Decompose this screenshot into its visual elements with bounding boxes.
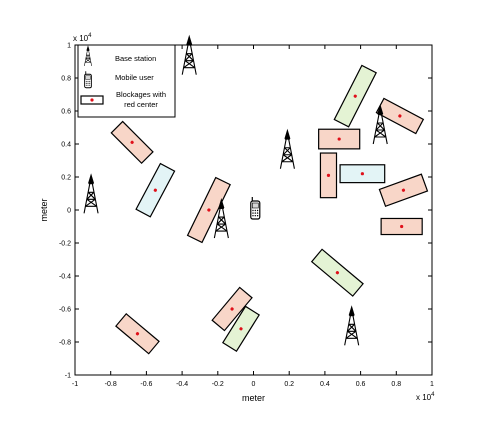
- blockage: [319, 152, 338, 199]
- legend-blockage-center: [90, 98, 94, 102]
- mobile-user-layer: [250, 197, 261, 220]
- y-tick-label: 0: [67, 208, 71, 215]
- base-station-icon: [344, 305, 360, 346]
- x-tick-label: 0.8: [391, 381, 401, 388]
- y-tick-label: -0.2: [59, 241, 71, 248]
- x-tick-label: -1: [72, 381, 78, 388]
- x-tick-label: 0.6: [356, 381, 366, 388]
- blockage-center: [398, 114, 402, 118]
- x-tick-label: 1: [430, 381, 434, 388]
- blockages-layer: [110, 64, 429, 355]
- x-tick-label: -0.6: [140, 381, 152, 388]
- blockage: [222, 305, 260, 353]
- x-tick-label: -0.8: [105, 381, 117, 388]
- legend-base-station-icon: [84, 45, 92, 67]
- blockage-center: [230, 307, 234, 311]
- blockage-center: [239, 327, 243, 331]
- blockage-center: [401, 188, 406, 192]
- legend-label-mobile-user: Mobile user: [115, 73, 154, 82]
- x-axis-exponent: x 104: [416, 392, 435, 402]
- y-axis-label: meter: [39, 198, 49, 221]
- blockage: [211, 286, 253, 332]
- base-station-icon: [279, 128, 295, 169]
- blockage-center: [360, 172, 364, 176]
- blockage-center: [335, 271, 339, 275]
- blockage: [186, 176, 231, 244]
- blockage-center: [353, 94, 357, 98]
- y-tick-label: -0.6: [59, 307, 71, 314]
- x-tick-label: 0.2: [284, 381, 294, 388]
- y-tick-label: 1: [67, 43, 71, 50]
- y-tick-label: 0.2: [61, 175, 71, 182]
- base-station-icon: [181, 34, 197, 75]
- x-tick-label: -0.2: [212, 381, 224, 388]
- y-tick-label: 0.8: [61, 76, 71, 83]
- blockage: [333, 64, 377, 128]
- y-tick-label: 0.4: [61, 142, 71, 149]
- blockage: [135, 162, 176, 218]
- legend: Base station Mobile user Blockages with r…: [77, 44, 176, 118]
- legend-label-base-station: Base station: [115, 54, 156, 63]
- x-axis-label: meter: [242, 393, 265, 403]
- legend-box: [77, 44, 176, 118]
- blockage: [310, 248, 364, 297]
- y-tick-label: -0.4: [59, 274, 71, 281]
- legend-mobile-user-icon: [84, 71, 92, 89]
- base-station-icon: [372, 104, 388, 145]
- blockage-center: [337, 137, 341, 141]
- y-tick-label: 0.6: [61, 109, 71, 116]
- ticks-layer: -1 -0.8 -0.6 -0.4 -0.2 0 0.2 0.4 0.6 0.8 1 -1 -0.8 -0…: [59, 43, 434, 389]
- legend-label-blockages: Blockages with red center: [116, 90, 166, 109]
- y-tick-label: -1: [65, 373, 71, 380]
- y-tick-label: -0.8: [59, 340, 71, 347]
- blockage: [339, 164, 386, 184]
- x-tick-label: 0: [252, 381, 256, 388]
- y-axis-exponent: x 104: [73, 33, 92, 43]
- blockage: [115, 312, 160, 355]
- blockage-center: [326, 173, 331, 177]
- blockage: [380, 217, 423, 236]
- blockage-center: [400, 224, 404, 229]
- base-station-icon: [83, 173, 99, 214]
- blockage-center: [207, 208, 211, 212]
- x-tick-label: -0.4: [176, 381, 188, 388]
- blockage: [318, 128, 361, 150]
- blockage: [378, 173, 429, 207]
- blockage: [110, 120, 154, 165]
- blockage-center: [153, 188, 157, 192]
- blockage-center: [135, 332, 140, 336]
- mobile-user-icon: [250, 197, 261, 220]
- blockage-center: [130, 140, 134, 144]
- x-tick-label: 0.4: [320, 381, 330, 388]
- base-station-icon: [213, 198, 229, 239]
